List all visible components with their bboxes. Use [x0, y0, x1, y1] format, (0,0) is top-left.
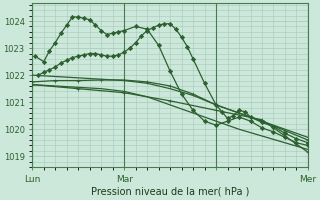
X-axis label: Pression niveau de la mer( hPa ): Pression niveau de la mer( hPa ) [91, 187, 249, 197]
